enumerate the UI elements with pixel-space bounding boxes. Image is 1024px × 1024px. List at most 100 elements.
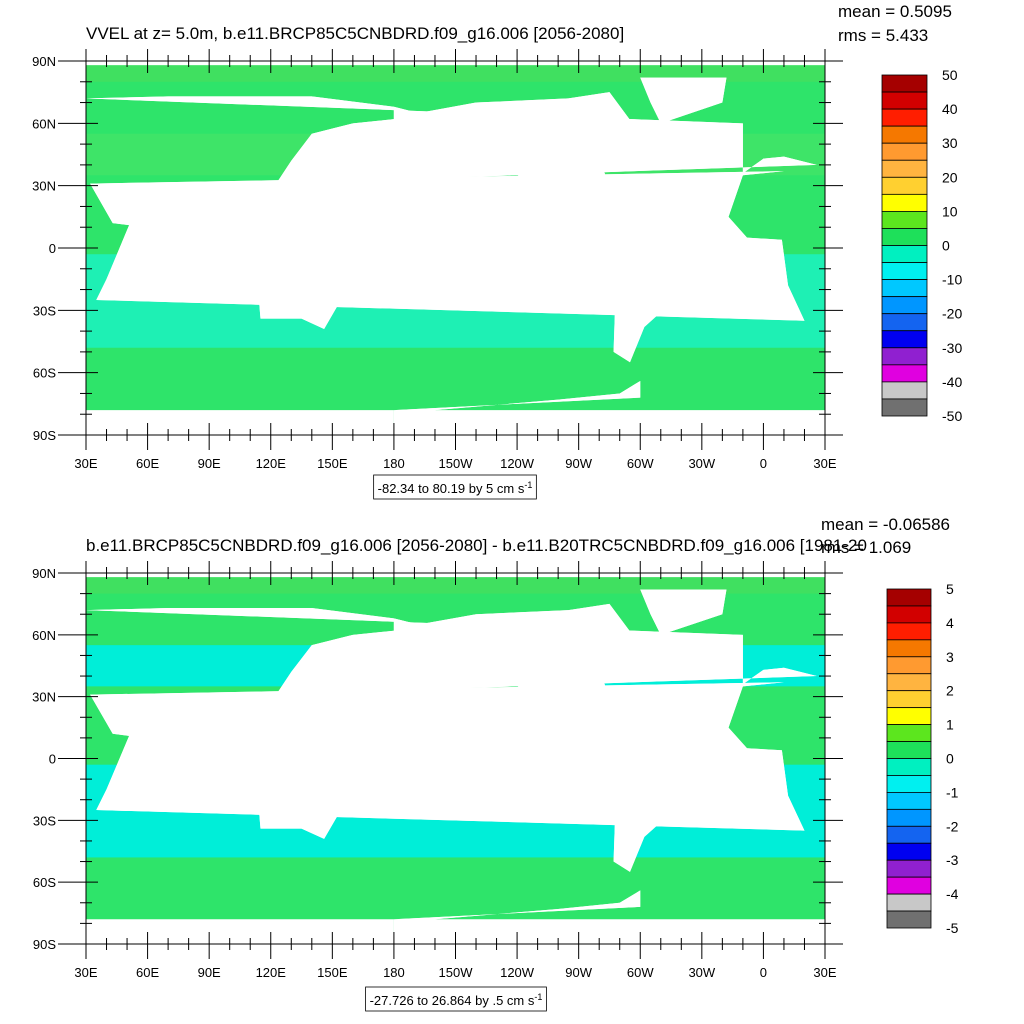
land (86, 919, 394, 944)
colorbar-box (886, 724, 932, 742)
colorbar-label: 3 (946, 649, 954, 665)
land (597, 227, 692, 363)
colorbar-label: -10 (942, 272, 962, 288)
colorbar-box (886, 605, 932, 624)
colorbar-box (886, 622, 932, 641)
colorbar-label: -3 (946, 852, 959, 868)
colorbar-box (886, 775, 932, 793)
land (393, 380, 825, 435)
colorbar-label: 0 (946, 751, 954, 767)
title: VVEL at z= 5.0m, b.e11.BRCP85C5CNBDRD.f0… (86, 24, 624, 43)
colorbar-label: -30 (942, 340, 962, 356)
lon-label: 120W (500, 965, 535, 980)
colorbar-box (886, 792, 932, 810)
rms: rms = 1.069 (821, 538, 911, 557)
land (250, 746, 333, 775)
land (393, 380, 641, 435)
lon-label: 120W (500, 456, 535, 471)
lon-label: 150W (439, 456, 474, 471)
lon-label: 150E (317, 456, 348, 471)
colorbar-label: 2 (946, 683, 954, 699)
colorbar-box (881, 347, 928, 366)
colorbar-box (886, 758, 932, 776)
colorbar-label: 30 (942, 135, 958, 151)
lat-label: 30S (33, 813, 56, 828)
lat-label: 30S (33, 303, 56, 318)
lon-label: 60W (627, 965, 654, 980)
land (393, 890, 825, 944)
lat-label: 90S (33, 428, 56, 443)
lon-label: 30E (74, 456, 97, 471)
lat-label: 60N (32, 628, 56, 643)
contour-info-box (373, 474, 537, 500)
lon-label: 30W (688, 456, 715, 471)
contour-info: -27.726 to 26.864 by .5 cm s-1 (370, 992, 543, 1008)
colorbar-box (881, 125, 928, 144)
colorbar-box (886, 893, 932, 912)
colorbar-box (886, 825, 932, 844)
lon-label: 180 (383, 965, 405, 980)
land (393, 603, 641, 743)
contour-info-box (365, 986, 547, 1012)
lon-label: 0 (760, 456, 767, 471)
lon-label: 0 (760, 965, 767, 980)
contour-info-superscript: -1 (534, 992, 542, 1002)
colorbar-label: 20 (942, 169, 958, 185)
lon-label: 150E (317, 965, 348, 980)
lat-label: 0 (49, 241, 56, 256)
colorbar-box (881, 74, 928, 93)
contour-info: -82.34 to 80.19 by 5 cm s-1 (378, 480, 533, 496)
colorbar-box (881, 210, 928, 229)
colorbar-box (886, 690, 932, 709)
colorbar-box (886, 588, 932, 607)
lon-label: 90E (198, 456, 221, 471)
colorbar-box (881, 108, 928, 127)
colorbar-box (881, 279, 928, 298)
lat-label: 90N (32, 54, 56, 69)
land (250, 235, 333, 265)
land (393, 890, 641, 944)
colorbar-box (886, 639, 932, 658)
lon-label: 60E (136, 965, 159, 980)
colorbar-label: -50 (942, 408, 962, 424)
colorbar-box (886, 910, 932, 929)
lat-label: 90S (33, 937, 56, 952)
colorbar-label: -5 (946, 920, 959, 936)
colorbar-box (886, 876, 932, 895)
lon-label: 60E (136, 456, 159, 471)
colorbar-label: 40 (942, 101, 958, 117)
lon-label: 30E (813, 456, 836, 471)
colorbar-box (886, 859, 932, 878)
lat-label: 60N (32, 116, 56, 131)
lat-label: 0 (49, 752, 56, 767)
lon-label: 30E (74, 965, 97, 980)
land (640, 589, 727, 635)
land (597, 737, 692, 872)
colorbar-label: 0 (942, 238, 950, 254)
land (393, 92, 641, 232)
rms: rms = 5.433 (838, 26, 928, 45)
lon-label: 30E (813, 965, 836, 980)
map-field (86, 573, 825, 944)
lon-label: 150W (439, 965, 474, 980)
colorbar-label: 10 (942, 203, 958, 219)
colorbar-box (886, 656, 932, 675)
colorbar-label: 5 (946, 581, 954, 597)
colorbar-box (881, 228, 928, 246)
colorbar-label: 50 (942, 67, 958, 83)
lat-label: 60S (33, 875, 56, 890)
colorbar-box (881, 296, 928, 315)
colorbar-box (881, 364, 928, 383)
lon-label: 60W (627, 456, 654, 471)
contour-info-superscript: -1 (524, 480, 532, 490)
lon-label: 180 (383, 456, 405, 471)
lat-label: 30N (32, 179, 56, 194)
colorbar-box (881, 330, 928, 349)
colorbar-box (886, 741, 932, 759)
lon-label: 90E (198, 965, 221, 980)
lon-label: 90W (565, 456, 592, 471)
land (258, 270, 339, 330)
colorbar-label: -20 (942, 306, 962, 322)
lon-label: 120E (256, 456, 287, 471)
colorbar-box (886, 707, 932, 726)
